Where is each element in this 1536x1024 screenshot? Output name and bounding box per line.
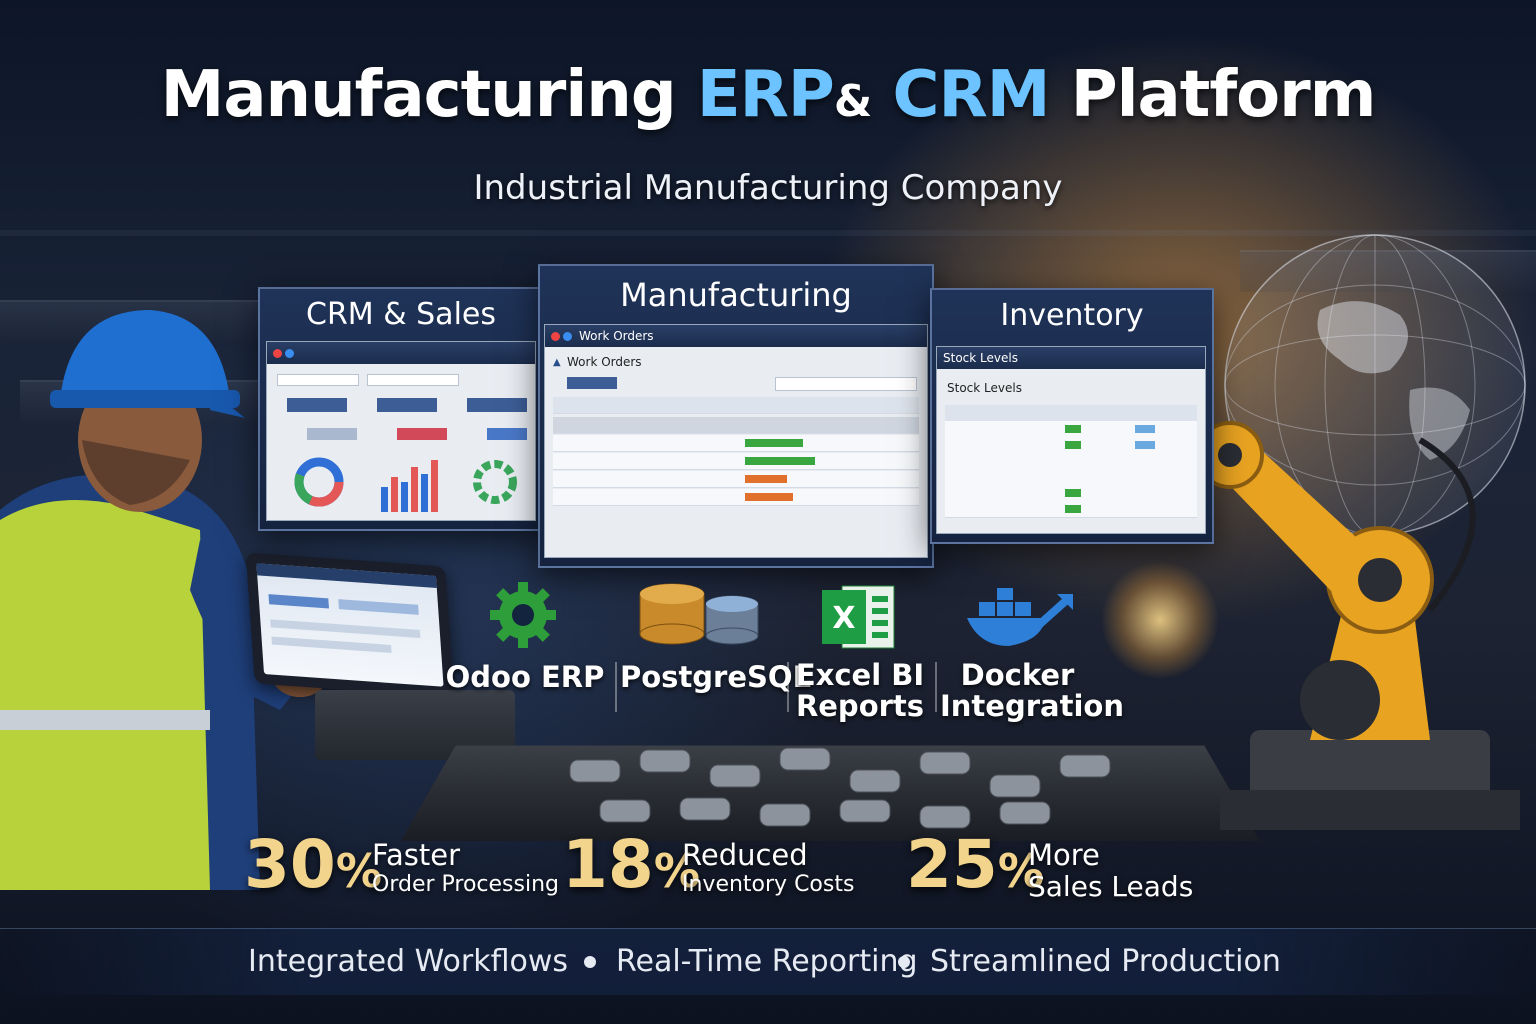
feature-real-time-reporting: Real-Time Reporting (616, 944, 918, 979)
feature-integrated-workflows: Integrated Workflows (248, 944, 569, 979)
table-row[interactable] (945, 453, 1197, 470)
work-orders-window-bar: Work Orders (545, 325, 927, 347)
crm-filter-field[interactable] (367, 374, 459, 386)
progress-bar (745, 493, 793, 501)
crm-kpi-tile (287, 398, 347, 412)
crm-screen (266, 341, 536, 521)
stat-line1-inventory-costs: Reduced (682, 838, 808, 872)
crm-window-bar (267, 342, 535, 364)
feature-bullet (584, 956, 596, 968)
crm-bar-chart (381, 460, 438, 512)
robot-arm-illustration (1130, 421, 1520, 830)
stock-level-bar (1065, 425, 1081, 433)
welding-glow (1100, 560, 1220, 680)
table-row[interactable] (553, 471, 919, 488)
stat-line1-sales-leads: More (1028, 838, 1100, 872)
crm-donut-chart (294, 457, 344, 507)
tech-divider (787, 662, 789, 712)
progress-bar (745, 439, 803, 447)
stat-line2-order-processing: Order Processing (372, 872, 559, 897)
crm-search-field[interactable] (277, 374, 359, 386)
title-ampersand: & (833, 76, 872, 127)
features-bar (0, 928, 1536, 995)
table-row[interactable] (945, 421, 1197, 438)
stock-level-bar (1065, 505, 1081, 513)
title-word-manufacturing: Manufacturing (160, 58, 677, 132)
stat-line2-sales-leads: Sales Leads (1028, 870, 1194, 903)
inventory-screen: Stock Levels Stock Levels (936, 346, 1206, 534)
manufacturing-screen: Work Orders ▲ Work Orders (544, 324, 928, 558)
stock-levels-section-label: Stock Levels (947, 381, 1022, 395)
work-orders-window-title: Work Orders (579, 329, 654, 343)
table-row[interactable] (945, 501, 1197, 518)
database-icon (639, 583, 759, 645)
crm-status-tag (487, 428, 527, 440)
gear-icon (490, 582, 556, 648)
svg-text:X: X (832, 601, 855, 636)
crm-kpi-tile (467, 398, 527, 412)
stock-level-bar (1135, 425, 1155, 433)
work-orders-header-row (553, 397, 919, 414)
tech-label-postgresql: PostgreSQL (620, 660, 812, 694)
table-row[interactable] (553, 453, 919, 470)
spreadsheet-icon: X (822, 585, 895, 649)
tech-divider (615, 662, 617, 712)
crm-status-tag (307, 428, 357, 440)
tech-label-docker: Docker Integration (940, 658, 1124, 723)
page-title: Manufacturing ERP& CRM Platform (0, 58, 1536, 132)
background-beam (0, 230, 1536, 236)
table-row[interactable] (553, 435, 919, 452)
stat-number-sales-leads: 25% (906, 826, 1044, 903)
window-close-dot (551, 332, 560, 341)
work-orders-section-label: Work Orders (567, 355, 642, 369)
stock-header-row (945, 405, 1197, 422)
tech-divider (935, 662, 937, 712)
crm-status-tag (397, 428, 447, 440)
crm-panel-title: CRM & Sales (306, 297, 496, 332)
table-row[interactable] (945, 437, 1197, 454)
feature-streamlined-production: Streamlined Production (930, 944, 1281, 979)
expand-caret-icon[interactable]: ▲ (553, 357, 561, 368)
progress-bar (745, 475, 787, 483)
crm-sales-panel[interactable]: CRM & Sales (258, 287, 544, 531)
title-word-crm: CRM (892, 58, 1050, 132)
tablet-device (245, 552, 455, 698)
manufacturing-panel[interactable]: Manufacturing Work Orders ▲ Work Orders (538, 264, 934, 568)
inventory-panel[interactable]: Inventory Stock Levels Stock Levels (930, 288, 1214, 544)
title-word-erp: ERP (696, 58, 835, 132)
machined-parts (569, 747, 1111, 829)
container-ship-icon (967, 588, 1073, 646)
stat-number-inventory-costs: 18% (562, 826, 700, 903)
inventory-panel-title: Inventory (1000, 298, 1144, 333)
crm-kpi-tile (377, 398, 437, 412)
tech-label-excel: Excel BI Reports (795, 658, 925, 723)
stock-levels-window-title: Stock Levels (943, 351, 1018, 365)
window-close-dot (273, 349, 282, 358)
stat-number-order-processing: 30% (244, 826, 382, 903)
window-minimize-dot (563, 332, 572, 341)
window-minimize-dot (285, 349, 294, 358)
table-row[interactable] (945, 485, 1197, 502)
table-row[interactable] (945, 469, 1197, 486)
stock-level-bar (1135, 441, 1155, 449)
stat-line1-order-processing: Faster (372, 838, 461, 872)
crm-ring-chart (473, 460, 517, 504)
table-row[interactable] (553, 417, 919, 434)
progress-bar (745, 457, 815, 465)
manufacturing-panel-title: Manufacturing (620, 276, 852, 314)
work-orders-search-field[interactable] (567, 377, 617, 389)
stock-level-bar (1065, 489, 1081, 497)
feature-bullet (898, 956, 910, 968)
work-orders-filter-field[interactable] (775, 377, 917, 391)
table-row[interactable] (553, 489, 919, 506)
tablet-screen (256, 563, 444, 687)
tech-label-odoo: Odoo ERP (445, 660, 605, 694)
stock-levels-window-bar: Stock Levels (937, 347, 1205, 369)
title-word-platform: Platform (1070, 58, 1377, 132)
stock-level-bar (1065, 441, 1081, 449)
page-subtitle: Industrial Manufacturing Company (473, 168, 1063, 208)
stat-line2-inventory-costs: Inventory Costs (682, 872, 855, 897)
